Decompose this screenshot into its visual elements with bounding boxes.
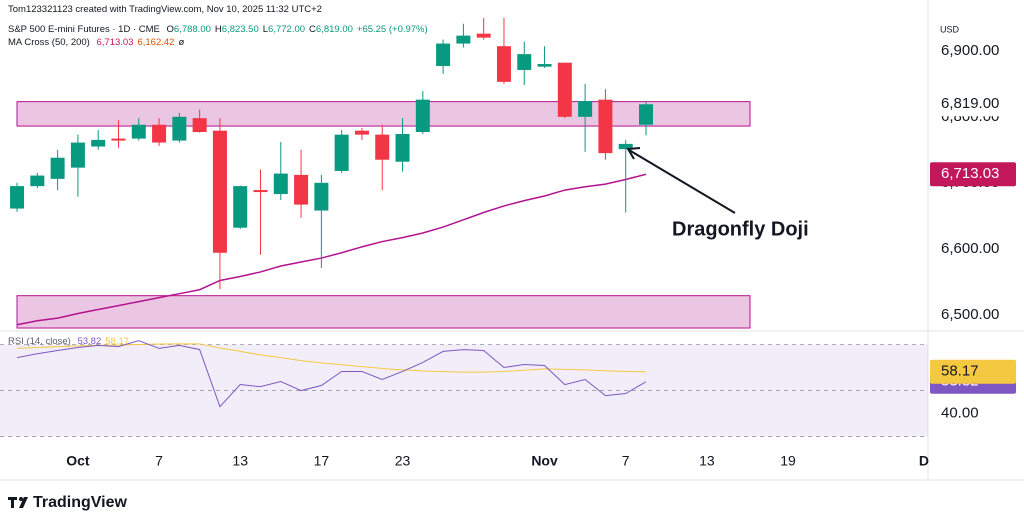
ma-label-bg bbox=[930, 162, 1016, 187]
y-tick-label: 6,600.00 bbox=[941, 240, 999, 257]
candle-body bbox=[578, 100, 593, 117]
candle-body bbox=[456, 35, 471, 44]
candle-body bbox=[152, 124, 167, 143]
x-tick-label: Oct bbox=[66, 453, 90, 469]
candle-body bbox=[30, 175, 45, 187]
candle-body bbox=[10, 186, 25, 209]
candle-body bbox=[70, 142, 85, 168]
candle-body bbox=[314, 182, 329, 211]
candle-body bbox=[212, 130, 227, 253]
x-tick-label: 23 bbox=[395, 453, 411, 469]
candle-body bbox=[537, 64, 552, 67]
zone bbox=[16, 295, 751, 329]
candle-body bbox=[273, 173, 288, 195]
currency: USD bbox=[940, 24, 960, 34]
ma-line bbox=[16, 173, 647, 326]
ohlc-key: C bbox=[309, 24, 316, 35]
brand: TradingView bbox=[33, 494, 128, 511]
x-tick-label: 13 bbox=[699, 453, 715, 469]
candle-body bbox=[517, 54, 532, 70]
annotation-arrow bbox=[626, 147, 736, 214]
candle-body bbox=[395, 133, 410, 162]
change: +65.25 (+0.97%) bbox=[356, 24, 428, 35]
x-tick-label: 7 bbox=[155, 453, 163, 469]
candle-body bbox=[598, 99, 613, 154]
indicator-value: 6,162.42 bbox=[137, 37, 175, 48]
candle-body bbox=[50, 157, 65, 179]
rsi-label: 58.17 bbox=[941, 363, 979, 380]
x-tick-label: Nov bbox=[531, 453, 558, 469]
ohlc-value: 6,772.00 bbox=[268, 24, 306, 35]
candle-body bbox=[476, 33, 491, 38]
rsi-line bbox=[16, 340, 647, 408]
rsi-label-bg bbox=[930, 359, 1016, 384]
indicator-title: MA Cross (50, 200) bbox=[8, 37, 90, 48]
ohlc-value: 6,788.00 bbox=[173, 24, 211, 35]
y-tick-label: 40.00 bbox=[941, 405, 979, 422]
x-tick-label: D bbox=[919, 453, 929, 469]
x-tick-label: 19 bbox=[780, 453, 796, 469]
candle-body bbox=[192, 118, 207, 132]
candle-body bbox=[618, 143, 633, 150]
candle-body bbox=[638, 104, 653, 125]
credit: Tom123321123 created with TradingView.co… bbox=[8, 4, 322, 15]
candle-body bbox=[172, 116, 187, 141]
indicator-symbol: ø bbox=[178, 37, 185, 48]
ma-label: 6,713.03 bbox=[941, 165, 999, 182]
candle-body bbox=[111, 138, 126, 141]
candle-body bbox=[354, 130, 369, 135]
y-tick-label: 6,500.00 bbox=[941, 306, 999, 323]
rsi-value: 58.17 bbox=[105, 336, 130, 347]
ohlc-key: O bbox=[166, 24, 174, 35]
candle-body bbox=[294, 174, 309, 205]
candle-body bbox=[415, 99, 430, 132]
candle-body bbox=[334, 134, 349, 171]
last-price-label: 6,819.00 bbox=[941, 95, 999, 112]
rsi-line bbox=[17, 343, 646, 373]
symbol-title: S&P 500 E-mini Futures · 1D · CME bbox=[8, 24, 160, 35]
ohlc-value: 6,819.00 bbox=[315, 24, 353, 35]
candle-body bbox=[436, 43, 451, 66]
symbol-header: S&P 500 E-mini Futures · 1D · CME O6,788… bbox=[8, 24, 432, 35]
ohlc-key: L bbox=[262, 24, 269, 35]
indicator-value: 6,713.03 bbox=[96, 37, 134, 48]
ohlc-value: 6,823.50 bbox=[221, 24, 259, 35]
candle-body bbox=[233, 186, 248, 228]
candle-body bbox=[375, 134, 390, 160]
ohlc-key: H bbox=[214, 24, 222, 35]
plot-layer: 6,500.006,600.006,700.006,800.006,900.00… bbox=[0, 17, 1016, 469]
candle-body bbox=[557, 62, 572, 117]
y-tick-label: 6,900.00 bbox=[941, 42, 999, 59]
brand-logo bbox=[8, 497, 28, 508]
x-tick-label: 13 bbox=[232, 453, 248, 469]
annotation: Dragonfly Doji bbox=[672, 218, 809, 240]
candle-body bbox=[131, 124, 146, 139]
candle-body bbox=[91, 139, 106, 147]
rsi-title: RSI (14, close) bbox=[8, 336, 71, 347]
rsi-value: 53.82 bbox=[77, 336, 102, 347]
x-tick-label: 17 bbox=[314, 453, 330, 469]
candle-body bbox=[496, 46, 511, 82]
candle-body bbox=[253, 190, 268, 193]
indicator-header: MA Cross (50, 200) 6,713.03 6,162.42 ø bbox=[8, 37, 188, 48]
x-tick-label: 7 bbox=[622, 453, 630, 469]
last-price-label-bg bbox=[930, 92, 1016, 117]
rsi-header: RSI (14, close) 53.82 58.17 bbox=[8, 336, 133, 347]
